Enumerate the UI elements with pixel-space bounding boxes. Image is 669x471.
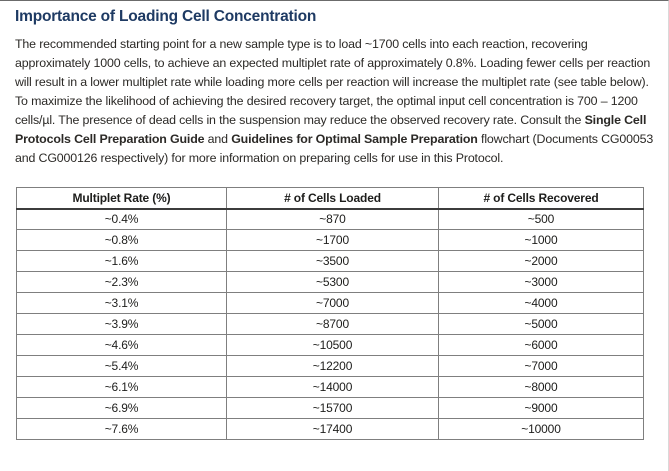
table-cell: ~6000 [438, 334, 644, 356]
table-row: ~4.6% ~10500 ~6000 [16, 334, 644, 356]
table-cell: ~5300 [226, 271, 439, 293]
column-header: # of Cells Recovered [438, 187, 644, 210]
table-body: ~0.4% ~870 ~500 ~0.8% ~1700 ~1000 ~1.6% ~3500 ~2… [16, 208, 644, 440]
column-header: Multiplet Rate (%) [16, 187, 227, 210]
table-cell: ~2000 [438, 250, 644, 272]
table-cell: ~7000 [226, 292, 439, 314]
table-cell: ~1700 [226, 229, 439, 251]
table-cell: ~12200 [226, 355, 439, 377]
table-row: ~5.4% ~12200 ~7000 [16, 355, 644, 377]
table-header-row: Multiplet Rate (%) # of Cells Loaded # of … [16, 187, 644, 210]
cell-loading-table: Multiplet Rate (%) # of Cells Loaded # of … [16, 187, 644, 440]
table-cell: ~10000 [438, 418, 644, 440]
table-head: Multiplet Rate (%) # of Cells Loaded # of … [16, 187, 644, 210]
table-cell: ~9000 [438, 397, 644, 419]
table-cell: ~7000 [438, 355, 644, 377]
table-row: ~7.6% ~17400 ~10000 [16, 418, 644, 440]
table-row: ~3.1% ~7000 ~4000 [16, 292, 644, 314]
table-cell: ~8000 [438, 376, 644, 398]
table-cell: ~7.6% [16, 418, 227, 440]
table-row: ~1.6% ~3500 ~2000 [16, 250, 644, 272]
table-cell: ~0.4% [16, 208, 227, 230]
table-row: ~0.4% ~870 ~500 [16, 208, 644, 230]
table-cell: ~14000 [226, 376, 439, 398]
document-reference: Guidelines for Optimal Sample Preparatio… [231, 132, 478, 146]
table-row: ~2.3% ~5300 ~3000 [16, 271, 644, 293]
table-row: ~3.9% ~8700 ~5000 [16, 313, 644, 335]
paragraph-text: The recommended starting point for a new… [15, 37, 651, 127]
table-cell: ~0.8% [16, 229, 227, 251]
table-cell: ~3500 [226, 250, 439, 272]
paragraph-text: and [204, 132, 232, 146]
column-header: # of Cells Loaded [226, 187, 439, 210]
table-cell: ~8700 [226, 313, 439, 335]
table-cell: ~4.6% [16, 334, 227, 356]
table-cell: ~3.1% [16, 292, 227, 314]
page-title: Importance of Loading Cell Concentration [15, 8, 317, 25]
paragraph-text: flowchart (Documents CG00053 and CG00012… [15, 132, 654, 165]
table-cell: ~2.3% [16, 271, 227, 293]
table-cell: ~3000 [438, 271, 644, 293]
table-cell: ~17400 [226, 418, 439, 440]
table-row: ~6.9% ~15700 ~9000 [16, 397, 644, 419]
table-cell: ~6.1% [16, 376, 227, 398]
table-cell: ~5.4% [16, 355, 227, 377]
table-cell: ~15700 [226, 397, 439, 419]
table-cell: ~5000 [438, 313, 644, 335]
table-cell: ~500 [438, 208, 644, 230]
table-cell: ~6.9% [16, 397, 227, 419]
table-row: ~6.1% ~14000 ~8000 [16, 376, 644, 398]
table-cell: ~1000 [438, 229, 644, 251]
table-cell: ~1.6% [16, 250, 227, 272]
table-cell: ~10500 [226, 334, 439, 356]
table-cell: ~3.9% [16, 313, 227, 335]
intro-paragraph: The recommended starting point for a new… [15, 35, 663, 168]
table-cell: ~870 [226, 208, 439, 230]
table-row: ~0.8% ~1700 ~1000 [16, 229, 644, 251]
table-cell: ~4000 [438, 292, 644, 314]
document-reference: Single Cell Protocols Cell Preparation G… [15, 113, 647, 146]
